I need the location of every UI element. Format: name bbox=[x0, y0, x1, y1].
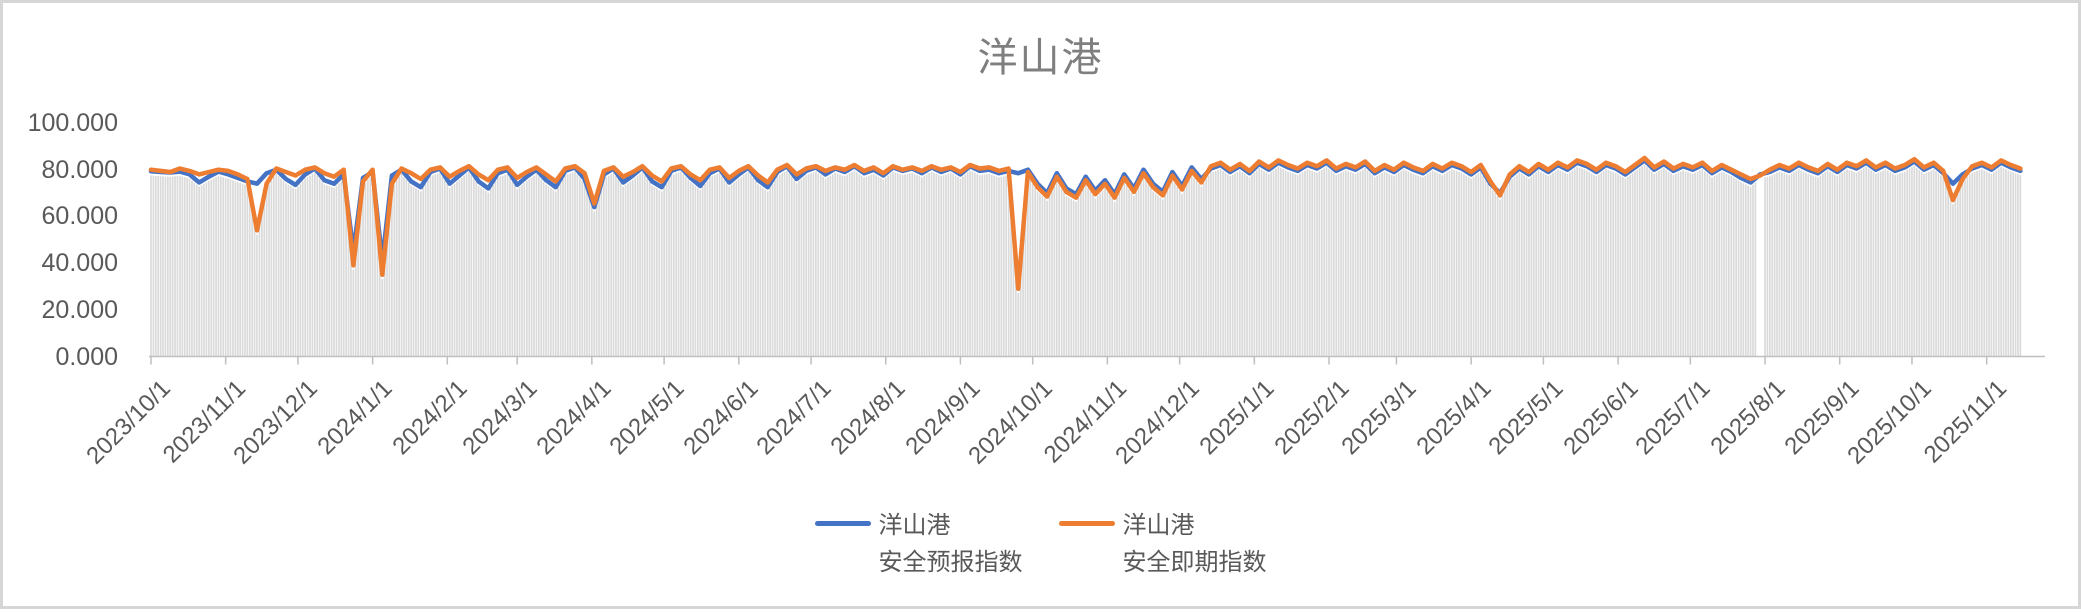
legend-label-spot-line1: 洋山港 bbox=[1122, 512, 1195, 539]
y-axis-label: 40.000 bbox=[41, 249, 118, 278]
y-axis-label: 100.000 bbox=[27, 109, 118, 137]
legend-label-forecast-line1: 洋山港 bbox=[878, 512, 951, 539]
y-axis-label: 80.000 bbox=[41, 155, 118, 184]
plot-area bbox=[148, 155, 2045, 365]
legend-label-spot-line2: 安全即期指数 bbox=[1122, 549, 1267, 576]
y-axis-label: 0.000 bbox=[55, 342, 118, 371]
legend-item-spot[interactable]: 洋山港 安全即期指数 bbox=[1058, 507, 1267, 581]
y-axis-label: 20.000 bbox=[41, 295, 118, 324]
spot-line-swatch-icon bbox=[1058, 521, 1115, 526]
gray-bars bbox=[150, 164, 2022, 357]
legend-label-spot: 洋山港 安全即期指数 bbox=[1123, 507, 1267, 581]
chart-title: 洋山港 bbox=[977, 36, 1104, 80]
legend-label-forecast-line2: 安全预报指数 bbox=[878, 549, 1023, 576]
forecast-line-swatch-icon bbox=[814, 521, 871, 526]
legend-label-forecast: 洋山港 安全预报指数 bbox=[879, 507, 1023, 581]
y-axis-label: 60.000 bbox=[41, 202, 118, 231]
chart-legend: 洋山港 安全预报指数 洋山港 安全即期指数 bbox=[3, 507, 2078, 581]
series-line-spot[interactable] bbox=[148, 155, 2023, 292]
legend-item-forecast[interactable]: 洋山港 安全预报指数 bbox=[814, 507, 1023, 581]
x-axis bbox=[149, 355, 2045, 365]
